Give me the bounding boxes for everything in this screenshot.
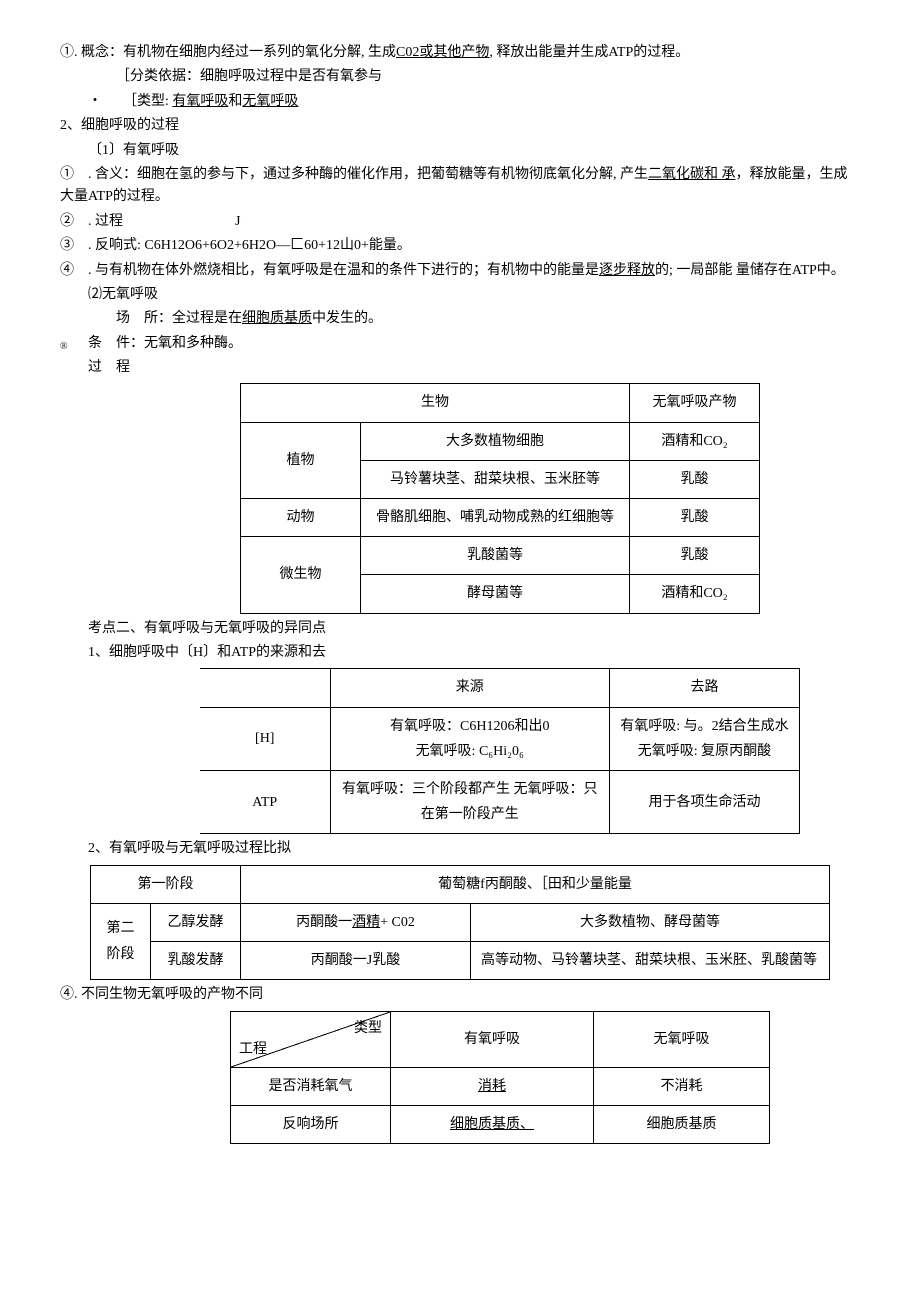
table-cell: 有氧呼吸：三个阶段都产生 无氧呼吸：只在第一阶段产生 bbox=[330, 770, 610, 833]
text: 有氧呼吸: 与。2结合生成水 bbox=[620, 714, 789, 739]
table-cell: 酵母菌等 bbox=[361, 575, 630, 613]
table-cell: 有氧呼吸: 与。2结合生成水 无氧呼吸: 复原丙酮酸 bbox=[610, 707, 800, 770]
table-header: 无氧呼吸 bbox=[594, 1011, 770, 1067]
table-cell: 大多数植物、酵母菌等 bbox=[471, 903, 830, 941]
table-cell: 酒精和CO₂ bbox=[630, 422, 760, 460]
table-cell: 微生物 bbox=[241, 537, 361, 613]
table-cell: 高等动物、马铃薯块茎、甜菜块根、玉米胚、乳酸菌等 bbox=[471, 942, 830, 980]
table-cell: 第一阶段 bbox=[91, 865, 241, 903]
table-cell: 反响场所 bbox=[231, 1105, 391, 1143]
table-cell: 骨骼肌细胞、哺乳动物成熟的红细胞等 bbox=[361, 499, 630, 537]
underline-text: 细胞质基质 bbox=[242, 311, 312, 326]
types-line: ・ ［类型: 有氧呼吸和无氧呼吸 bbox=[60, 91, 860, 113]
reaction-line: ③ . 反响式: C6H12O6+6O2+6H2O—匚60+12山0+能量。 bbox=[60, 235, 860, 257]
section-heading: 考点二、有氧呼吸与无氧呼吸的异同点 bbox=[60, 618, 860, 640]
table-cell: ATP bbox=[200, 770, 330, 833]
sub-heading: 1、细胞呼吸中〔H〕和ATP的来源和去 bbox=[60, 642, 860, 664]
table-cell: 是否消耗氧气 bbox=[231, 1067, 391, 1105]
table-cell: 植物 bbox=[241, 422, 361, 498]
table-cell: 大多数植物细胞 bbox=[361, 422, 630, 460]
table-cell: 葡萄糖f丙酮酸、［田和少量能量 bbox=[241, 865, 830, 903]
table-cell: 乳酸 bbox=[630, 460, 760, 498]
text: ④ . 与有机物在体外燃烧相比，有氧呼吸是在温和的条件下进行的；有机物中的能量是 bbox=[60, 263, 599, 278]
table-cell: 丙酮酸一J乳酸 bbox=[241, 942, 471, 980]
table-header: 有氧呼吸 bbox=[391, 1011, 594, 1067]
table-cell: 细胞质基质、 bbox=[391, 1105, 594, 1143]
table-cell: 酒精和CO₂ bbox=[630, 575, 760, 613]
h-atp-table: 来源 去路 [H] 有氧呼吸：C6H1206和出0 无氧呼吸: C₆Hi₂0₆ … bbox=[200, 668, 800, 834]
table-cell: 细胞质基质 bbox=[594, 1105, 770, 1143]
location-line: 场 所：全过程是在细胞质基质中发生的。 bbox=[60, 308, 860, 330]
table-header: 去路 bbox=[610, 669, 800, 707]
table-cell: 第二阶段 bbox=[91, 903, 151, 979]
sub-heading: ④. 不同生物无氧呼吸的产物不同 bbox=[60, 984, 860, 1006]
stage-compare-table: 第一阶段 葡萄糖f丙酮酸、［田和少量能量 第二阶段 乙醇发酵 丙酮酸一酒精+ C… bbox=[90, 865, 830, 981]
underline-text: 消耗 bbox=[478, 1079, 506, 1094]
text: , 释放出能量并生成ATP的过程。 bbox=[489, 45, 689, 60]
diag-top-label: 类型 bbox=[354, 1016, 382, 1041]
text: ①. 概念：有机物在细胞内经过一系列的氧化分解, 生成 bbox=[60, 45, 396, 60]
subheading: 〔1〕有氧呼吸 bbox=[60, 140, 860, 162]
table-cell: 乳酸 bbox=[630, 537, 760, 575]
type-compare-table: 类型 工程 有氧呼吸 无氧呼吸 是否消耗氧气 消耗 不消耗 反响场所 细胞质基质… bbox=[230, 1011, 770, 1144]
table-header: 生物 bbox=[241, 384, 630, 422]
text: 无氧呼吸: 复原丙酮酸 bbox=[620, 739, 789, 764]
table-header-blank bbox=[200, 669, 330, 707]
text: ・ ［类型: bbox=[88, 94, 172, 109]
diag-bot-label: 工程 bbox=[239, 1037, 267, 1062]
text: + C02 bbox=[380, 915, 415, 930]
anaerobic-heading: ⑵无氧呼吸 bbox=[60, 284, 860, 306]
table-cell: [H] bbox=[200, 707, 330, 770]
concept-line: ①. 概念：有机物在细胞内经过一系列的氧化分解, 生成C02或其他产物, 释放出… bbox=[60, 42, 860, 64]
condition-line: ® 条 件：无氧和多种酶。 bbox=[60, 333, 860, 355]
table-header: 无氧呼吸产物 bbox=[630, 384, 760, 422]
process-label: 过 程 bbox=[60, 357, 860, 379]
text: ① . 含义：细胞在氢的参与下，通过多种酶的催化作用，把葡萄糖等有机物彻底氧化分… bbox=[60, 167, 648, 182]
table-cell: 马铃薯块茎、甜菜块根、玉米胚等 bbox=[361, 460, 630, 498]
table-cell: 不消耗 bbox=[594, 1067, 770, 1105]
meaning-line: ① . 含义：细胞在氢的参与下，通过多种酶的催化作用，把葡萄糖等有机物彻底氧化分… bbox=[60, 164, 860, 209]
table-cell: 有氧呼吸：C6H1206和出0 无氧呼吸: C₆Hi₂0₆ bbox=[330, 707, 610, 770]
text: 丙酮酸一 bbox=[296, 915, 352, 930]
table-cell: 丙酮酸一酒精+ C02 bbox=[241, 903, 471, 941]
text: 和 bbox=[228, 94, 242, 109]
underline-text: 细胞质基质、 bbox=[450, 1117, 534, 1132]
classify-basis: ［分类依据：细胞呼吸过程中是否有氧参与 bbox=[60, 66, 860, 88]
sub-heading: 2、有氧呼吸与无氧呼吸过程比拟 bbox=[60, 838, 860, 860]
process-line: ② . 过程 J bbox=[60, 211, 860, 233]
underline-text: 有氧呼吸 bbox=[172, 94, 228, 109]
compare-line: ④ . 与有机物在体外燃烧相比，有氧呼吸是在温和的条件下进行的；有机物中的能量是… bbox=[60, 260, 860, 282]
underline-text: 无氧呼吸 bbox=[242, 94, 298, 109]
table-cell: 乳酸发酵 bbox=[151, 942, 241, 980]
underline-text: C02或其他产物 bbox=[396, 45, 489, 60]
marker: ® bbox=[60, 339, 68, 355]
anaerobic-products-table: 生物 无氧呼吸产物 植物 大多数植物细胞 酒精和CO₂ 马铃薯块茎、甜菜块根、玉… bbox=[240, 383, 760, 613]
text: 中发生的。 bbox=[312, 311, 382, 326]
text: 的; 一局部能 量储存在ATP中。 bbox=[655, 263, 845, 278]
underline-text: 二氧化碳和 承 bbox=[648, 167, 736, 182]
table-cell: 用于各项生命活动 bbox=[610, 770, 800, 833]
table-cell: 乙醇发酵 bbox=[151, 903, 241, 941]
text: 条 件：无氧和多种酶。 bbox=[88, 336, 242, 351]
text: 无氧呼吸: C₆Hi₂0₆ bbox=[341, 739, 600, 764]
table-cell: 乳酸 bbox=[630, 499, 760, 537]
table-cell: 消耗 bbox=[391, 1067, 594, 1105]
table-cell: 动物 bbox=[241, 499, 361, 537]
underline-text: 逐步释放 bbox=[599, 263, 655, 278]
text: 有氧呼吸：C6H1206和出0 bbox=[341, 714, 600, 739]
heading-2: 2、细胞呼吸的过程 bbox=[60, 115, 860, 137]
table-header: 来源 bbox=[330, 669, 610, 707]
text: 场 所：全过程是在 bbox=[116, 311, 242, 326]
table-cell: 乳酸菌等 bbox=[361, 537, 630, 575]
underline-text: 酒精 bbox=[352, 915, 380, 930]
diagonal-header: 类型 工程 bbox=[231, 1011, 391, 1067]
